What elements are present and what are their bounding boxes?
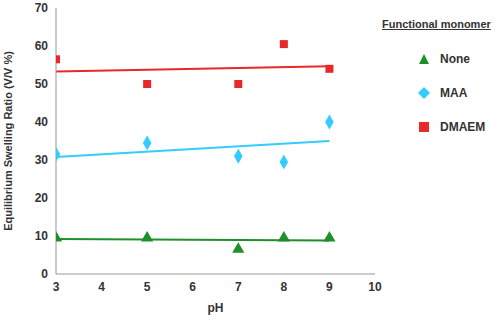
svg-text:70: 70 xyxy=(35,1,49,15)
svg-text:5: 5 xyxy=(144,280,151,294)
svg-text:9: 9 xyxy=(326,280,333,294)
svg-text:8: 8 xyxy=(281,280,288,294)
html-text:DMAEM: DMAEM xyxy=(440,120,486,134)
svg-text:Equilibrium Swelling Ratio (V/: Equilibrium Swelling Ratio (V/V %) xyxy=(8,51,14,231)
svg-text:6: 6 xyxy=(189,280,196,294)
svg-text:20: 20 xyxy=(35,191,49,205)
svg-text:10: 10 xyxy=(368,280,382,294)
svg-text:40: 40 xyxy=(35,115,49,129)
svg-text:50: 50 xyxy=(35,77,49,91)
svg-text:3: 3 xyxy=(53,280,60,294)
svg-text:0: 0 xyxy=(41,267,48,281)
svg-text:7: 7 xyxy=(235,280,242,294)
svg-text:pH: pH xyxy=(208,301,224,315)
html-text:MAA: MAA xyxy=(440,86,468,100)
svg-text:30: 30 xyxy=(35,153,49,167)
html-text:Functional monomer: Functional monomer xyxy=(382,18,491,30)
svg-text:4: 4 xyxy=(98,280,105,294)
html-text:None: None xyxy=(440,52,470,66)
svg-text:10: 10 xyxy=(35,229,49,243)
svg-text:60: 60 xyxy=(35,39,49,53)
